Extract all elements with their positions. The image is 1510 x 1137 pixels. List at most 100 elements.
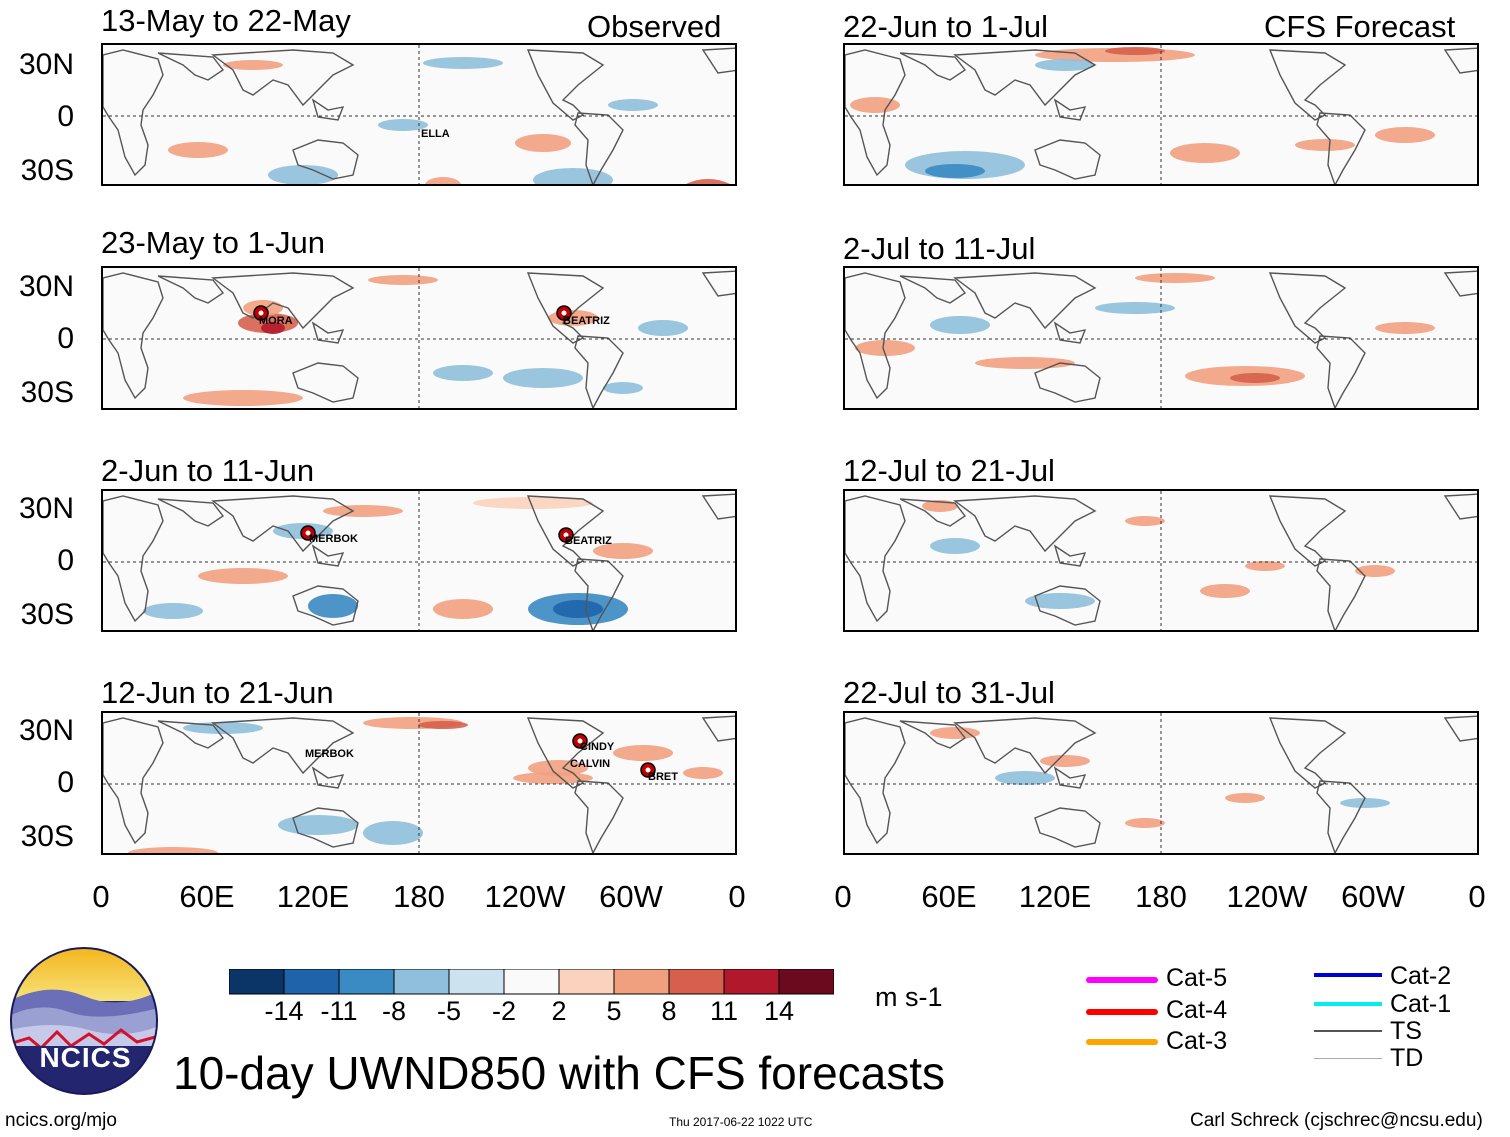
lon-label-60e: 60E bbox=[179, 879, 235, 914]
timestamp: Thu 2017-06-22 1022 UTC bbox=[669, 1115, 813, 1129]
legend-line-cat5 bbox=[1086, 977, 1158, 983]
colorbar-tick-label: 11 bbox=[709, 996, 739, 1026]
colorbar-swatch bbox=[283, 968, 340, 995]
lon-label-120e: 120E bbox=[1018, 879, 1092, 914]
colorbar-tick-label: 5 bbox=[606, 996, 622, 1026]
observed-header: Observed bbox=[587, 9, 722, 44]
ncics-logo-text: NCICS bbox=[39, 1042, 132, 1073]
storm-label-cindy: CINDY bbox=[580, 741, 615, 753]
lon-label-180: 180 bbox=[1135, 879, 1187, 914]
lon-label-60w: 60W bbox=[599, 879, 663, 914]
observed-panel-title-3: 2-Jun to 11-Jun bbox=[101, 453, 315, 488]
lon-label-60e: 60E bbox=[921, 879, 977, 914]
forecast-panel-title-1: 22-Jun to 1-Jul bbox=[843, 9, 1049, 44]
colorbar-units: m s-1 bbox=[875, 982, 943, 1012]
lon-label-120w: 120W bbox=[1226, 879, 1308, 914]
lat-label-30n: 30N bbox=[18, 48, 74, 81]
forecast-map-panel-3 bbox=[843, 489, 1479, 632]
colorbar-tick-label: -2 bbox=[491, 996, 517, 1026]
colorbar-swatch bbox=[723, 968, 780, 995]
storm-label-ella: ELLA bbox=[421, 128, 450, 140]
lat-label-30n: 30N bbox=[18, 270, 74, 303]
legend-line-cat2 bbox=[1314, 973, 1382, 977]
forecast-panel-title-2: 2-Jul to 11-Jul bbox=[843, 231, 1036, 266]
lat-label-30s: 30S bbox=[20, 154, 74, 187]
lon-label-0: 0 bbox=[834, 879, 852, 914]
colorbar-swatch bbox=[668, 968, 725, 995]
colorbar-tick-label: -14 bbox=[264, 996, 304, 1026]
legend-line-td bbox=[1314, 1058, 1382, 1059]
colorbar-tick-label: 14 bbox=[763, 996, 795, 1026]
lat-label-0: 0 bbox=[57, 100, 74, 133]
legend-label-cat4: Cat-4 bbox=[1166, 996, 1228, 1024]
storm-marker-icon bbox=[554, 302, 574, 329]
author-credit: Carl Schreck (cjschrec@ncsu.edu) bbox=[1190, 1110, 1483, 1131]
colorbar-swatch bbox=[228, 968, 285, 995]
lon-label-0-end: 0 bbox=[728, 879, 746, 914]
storm-label-merbok: MERBOK bbox=[305, 748, 354, 760]
colorbar-tick-label: -8 bbox=[381, 996, 407, 1026]
storm-marker-icon bbox=[638, 759, 658, 786]
colorbar-tick-label: 8 bbox=[661, 996, 677, 1026]
legend-line-cat4 bbox=[1086, 1009, 1158, 1015]
legend-line-cat1 bbox=[1314, 1002, 1382, 1006]
lon-label-120w: 120W bbox=[484, 879, 566, 914]
storm-marker-icon bbox=[556, 524, 576, 551]
colorbar-tick-label: -5 bbox=[436, 996, 462, 1026]
lat-label-0: 0 bbox=[57, 322, 74, 355]
lat-label-30s: 30S bbox=[20, 820, 74, 853]
forecast-map-panel-1 bbox=[843, 43, 1479, 186]
colorbar-swatch bbox=[448, 968, 505, 995]
observed-map-panel-3 bbox=[101, 489, 737, 632]
lon-label-180: 180 bbox=[393, 879, 445, 914]
lon-label-0: 0 bbox=[92, 879, 110, 914]
lat-label-30s: 30S bbox=[20, 376, 74, 409]
observed-panel-title-4: 12-Jun to 21-Jun bbox=[101, 675, 334, 710]
lon-label-120e: 120E bbox=[276, 879, 350, 914]
storm-marker-icon bbox=[298, 522, 318, 549]
colorbar bbox=[228, 968, 835, 1000]
storm-label-mora: MORA bbox=[259, 315, 293, 327]
legend-label-ts: TS bbox=[1390, 1017, 1422, 1045]
source-url[interactable]: ncics.org/mjo bbox=[5, 1110, 117, 1131]
colorbar-swatch bbox=[503, 968, 560, 995]
colorbar-tick-label: -11 bbox=[320, 996, 358, 1026]
observed-panel-title-2: 23-May to 1-Jun bbox=[101, 225, 325, 260]
forecast-map-panel-2 bbox=[843, 266, 1479, 410]
forecast-panel-title-3: 12-Jul to 21-Jul bbox=[843, 453, 1055, 488]
storm-label-beatriz: BEATRIZ bbox=[565, 535, 612, 547]
lat-label-0: 0 bbox=[57, 544, 74, 577]
legend-line-cat3 bbox=[1086, 1039, 1158, 1045]
legend-label-cat5: Cat-5 bbox=[1166, 964, 1228, 992]
legend-label-cat1: Cat-1 bbox=[1390, 990, 1452, 1018]
storm-marker-icon bbox=[251, 302, 271, 329]
ncics-logo bbox=[9, 946, 159, 1096]
storm-marker-icon bbox=[570, 730, 590, 757]
lat-label-30n: 30N bbox=[18, 714, 74, 747]
forecast-panel-title-4: 22-Jul to 31-Jul bbox=[843, 675, 1055, 710]
lat-label-0: 0 bbox=[57, 766, 74, 799]
legend-line-ts bbox=[1314, 1030, 1382, 1032]
lon-label-60w: 60W bbox=[1341, 879, 1405, 914]
colorbar-swatch bbox=[393, 968, 450, 995]
storm-label-merbok: MERBOK bbox=[309, 533, 358, 545]
colorbar-swatch bbox=[558, 968, 615, 995]
forecast-header: CFS Forecast bbox=[1264, 9, 1456, 44]
observed-map-panel-4 bbox=[101, 711, 737, 855]
colorbar-tick-label: 2 bbox=[551, 996, 567, 1026]
storm-label-calvin: CALVIN bbox=[570, 758, 611, 770]
colorbar-swatch bbox=[778, 968, 835, 995]
legend-label-td: TD bbox=[1390, 1044, 1424, 1072]
storm-label-beatriz: BEATRIZ bbox=[563, 315, 610, 327]
observed-panel-title-1: 13-May to 22-May bbox=[101, 3, 351, 38]
legend-label-cat3: Cat-3 bbox=[1166, 1027, 1228, 1055]
legend-label-cat2: Cat-2 bbox=[1390, 962, 1452, 990]
main-title: 10-day UWND850 with CFS forecasts bbox=[173, 1047, 946, 1099]
observed-map-panel-2 bbox=[101, 266, 737, 410]
lat-label-30s: 30S bbox=[20, 598, 74, 631]
forecast-map-panel-4 bbox=[843, 711, 1479, 855]
lon-label-0-end: 0 bbox=[1468, 879, 1486, 914]
lat-label-30n: 30N bbox=[18, 492, 74, 525]
colorbar-swatch bbox=[338, 968, 395, 995]
observed-map-panel-1 bbox=[101, 43, 737, 186]
